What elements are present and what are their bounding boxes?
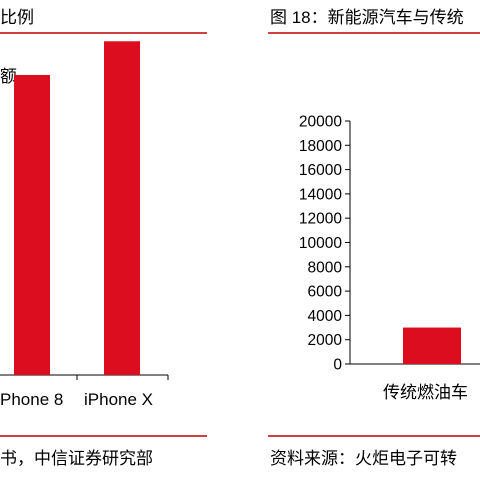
left-chart-title: 比例	[0, 8, 34, 27]
right-y-tick-label: 2000	[308, 332, 343, 349]
left-plot	[0, 41, 169, 380]
right-y-tick-label: 4000	[308, 308, 343, 325]
right-y-tick-label: 14000	[299, 186, 342, 203]
left-bar	[104, 41, 140, 375]
right-y-tick-label: 20000	[299, 114, 342, 131]
left-bar	[14, 75, 50, 375]
right-y-tick-label: 0	[333, 357, 342, 374]
right-y-tick-label: 18000	[299, 138, 342, 155]
right-bar	[403, 327, 461, 364]
right-plot: 0 2000 4000 6000 8000 10000 12000 14000 16000 180…	[299, 114, 480, 374]
right-y-tick-label: 10000	[299, 235, 342, 252]
left-x-tick-label: iPhone X	[84, 390, 153, 409]
right-y-tick-label: 6000	[308, 284, 343, 301]
right-x-tick-label: 传统燃油车	[383, 383, 468, 402]
right-y-tick-label: 12000	[299, 211, 342, 228]
left-source-note: 书，中信证券研究部	[0, 449, 153, 468]
left-x-tick-label: Phone 8	[0, 390, 63, 409]
right-y-tick-label: 16000	[299, 162, 342, 179]
right-y-tick-label: 8000	[308, 259, 343, 276]
left-y-axis-label: 额	[0, 67, 17, 86]
right-chart-title: 图 18：新能源汽车与传统	[270, 8, 464, 27]
right-source-note: 资料来源：火炬电子可转	[270, 449, 457, 468]
